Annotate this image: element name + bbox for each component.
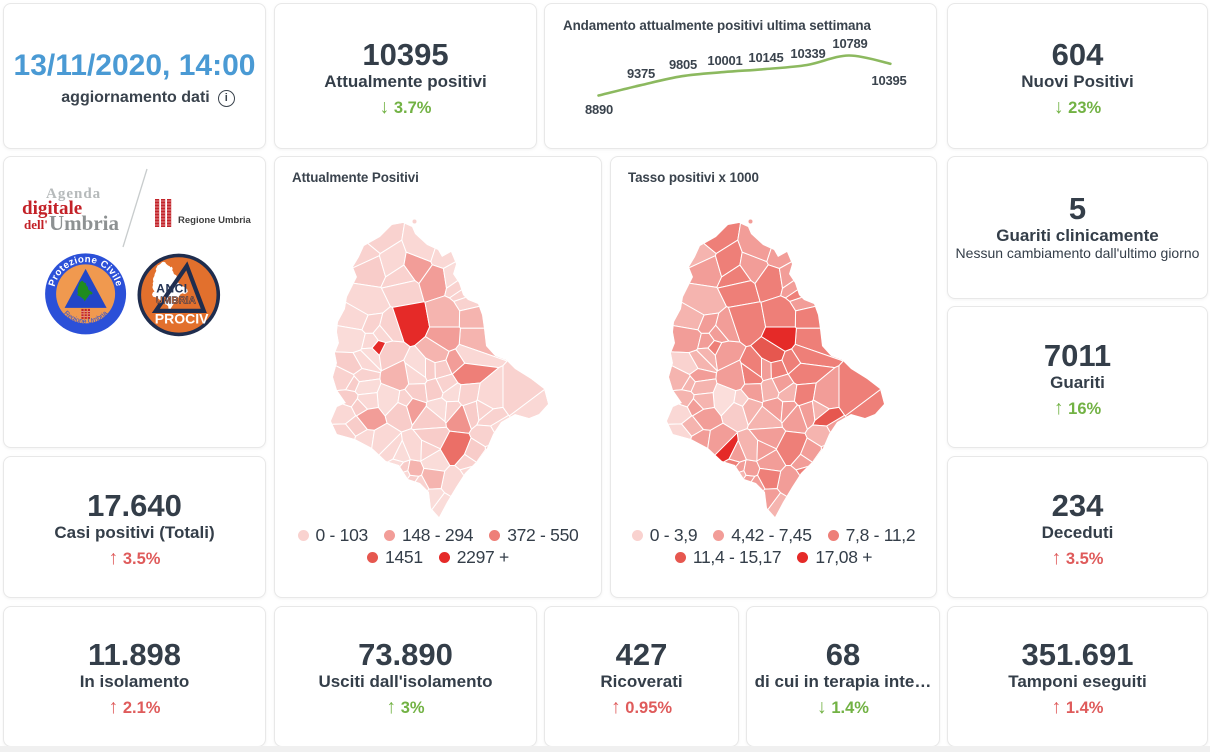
svg-text:Regione Umbria: Regione Umbria: [178, 215, 252, 226]
svg-text:10395: 10395: [871, 73, 906, 88]
svg-text:10001: 10001: [707, 53, 742, 68]
svg-text:digitale: digitale: [22, 198, 82, 219]
svg-text:10789: 10789: [832, 36, 867, 51]
svg-text:ANCI: ANCI: [156, 281, 187, 295]
svg-text:8890: 8890: [585, 102, 613, 117]
svg-text:Umbria: Umbria: [49, 211, 119, 235]
svg-text:Agenda: Agenda: [46, 186, 101, 202]
svg-text:9375: 9375: [627, 66, 655, 81]
svg-text:PROCIV: PROCIV: [155, 310, 209, 326]
svg-text:dell': dell': [24, 217, 48, 232]
svg-text:UMBRIA: UMBRIA: [156, 295, 196, 306]
svg-text:10339: 10339: [790, 46, 825, 61]
svg-text:9805: 9805: [669, 57, 697, 72]
svg-text:10145: 10145: [748, 50, 783, 65]
